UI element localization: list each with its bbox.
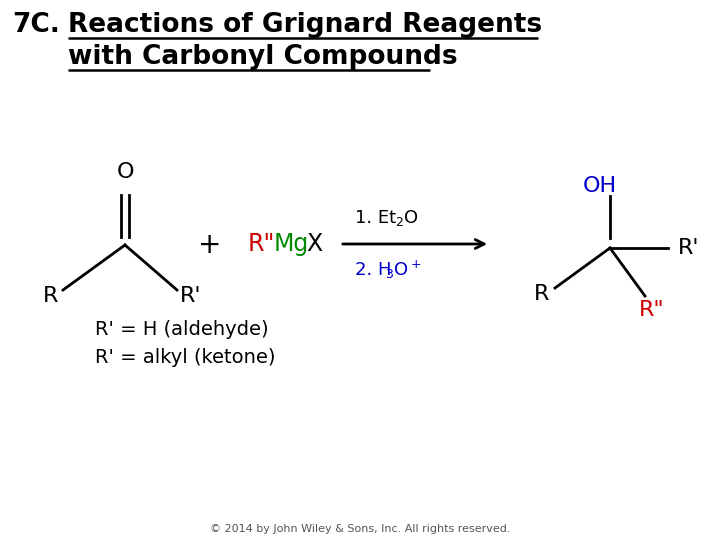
Text: R': R' (180, 286, 202, 306)
Text: Mg: Mg (274, 232, 310, 256)
Text: 1. Et: 1. Et (355, 209, 396, 227)
Text: 2: 2 (395, 215, 403, 228)
Text: with Carbonyl Compounds: with Carbonyl Compounds (68, 44, 458, 70)
Text: R' = alkyl (ketone): R' = alkyl (ketone) (95, 348, 276, 367)
Text: © 2014 by John Wiley & Sons, Inc. All rights reserved.: © 2014 by John Wiley & Sons, Inc. All ri… (210, 524, 510, 534)
Text: O: O (116, 162, 134, 182)
Text: Reactions of Grignard Reagents: Reactions of Grignard Reagents (68, 12, 542, 38)
Text: O: O (394, 261, 408, 279)
Text: 7C.: 7C. (12, 12, 60, 38)
Text: O: O (404, 209, 418, 227)
Text: R': R' (678, 238, 700, 258)
Text: R: R (43, 286, 59, 306)
Text: R": R" (248, 232, 275, 256)
Text: R' = H (aldehyde): R' = H (aldehyde) (95, 320, 269, 339)
Text: R: R (534, 284, 549, 304)
Text: X: X (306, 232, 322, 256)
Text: R": R" (639, 300, 665, 320)
Text: OH: OH (583, 176, 617, 196)
Text: 3: 3 (385, 267, 393, 280)
Text: 2. H: 2. H (355, 261, 392, 279)
Text: +: + (198, 231, 222, 259)
Text: +: + (411, 259, 422, 272)
